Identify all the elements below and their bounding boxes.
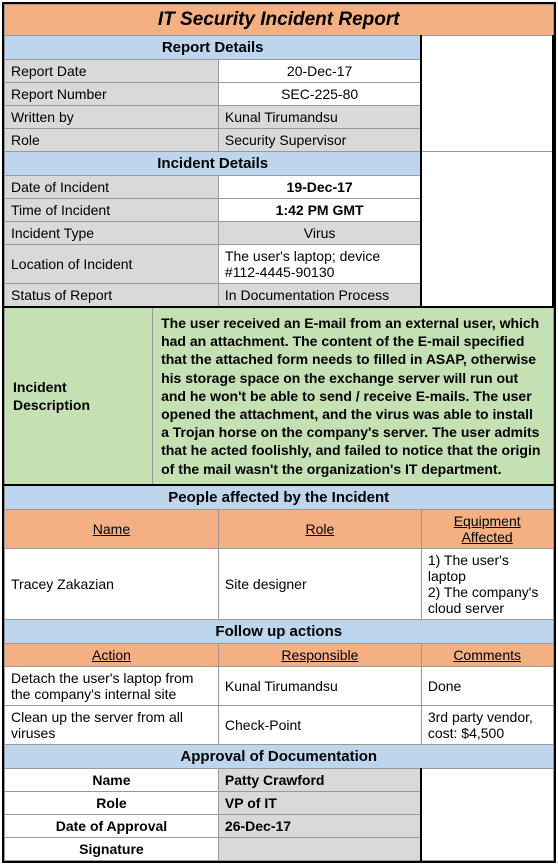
section-header-people: People affected by the Incident bbox=[5, 485, 554, 510]
col-header-comments: Comments bbox=[421, 643, 553, 666]
label-approval-signature: Signature bbox=[5, 837, 219, 860]
section-header-incident-details: Incident Details bbox=[5, 152, 422, 176]
action-row: Clean up the server from all viruses Che… bbox=[5, 705, 554, 744]
label-date-of-incident: Date of Incident bbox=[5, 176, 219, 199]
value-status-of-report: In Documentation Process bbox=[218, 284, 421, 308]
people-name: Tracey Zakazian bbox=[5, 548, 219, 619]
label-role: Role bbox=[5, 129, 219, 152]
report-container: IT Security Incident Report Report Detai… bbox=[2, 2, 556, 863]
label-approval-role: Role bbox=[5, 791, 219, 814]
action-responsible: Kunal Tirumandsu bbox=[218, 666, 421, 705]
value-location-of-incident: The user's laptop; device #112-4445-9013… bbox=[218, 245, 421, 284]
value-role: Security Supervisor bbox=[218, 129, 421, 152]
label-approval-date: Date of Approval bbox=[5, 814, 219, 837]
col-header-role: Role bbox=[218, 509, 421, 548]
value-incident-type: Virus bbox=[218, 222, 421, 245]
people-role: Site designer bbox=[218, 548, 421, 619]
label-incident-type: Incident Type bbox=[5, 222, 219, 245]
action-comments: 3rd party vendor, cost: $4,500 bbox=[421, 705, 553, 744]
label-incident-description: Incident Description bbox=[5, 307, 153, 485]
label-approval-name: Name bbox=[5, 768, 219, 791]
col-header-name: Name bbox=[5, 509, 219, 548]
section-header-report-details: Report Details bbox=[5, 36, 422, 60]
col-header-action: Action bbox=[5, 643, 219, 666]
col-header-equip: Equipment Affected bbox=[421, 509, 553, 548]
action-comments: Done bbox=[421, 666, 553, 705]
label-location-of-incident: Location of Incident bbox=[5, 245, 219, 284]
col-header-responsible: Responsible bbox=[218, 643, 421, 666]
value-approval-role: VP of IT bbox=[218, 791, 421, 814]
value-approval-name: Patty Crawford bbox=[218, 768, 421, 791]
value-approval-signature bbox=[218, 837, 421, 860]
label-report-number: Report Number bbox=[5, 83, 219, 106]
value-incident-description: The user received an E-mail from an exte… bbox=[153, 307, 553, 485]
action-text: Clean up the server from all viruses bbox=[5, 705, 219, 744]
label-time-of-incident: Time of Incident bbox=[5, 199, 219, 222]
action-responsible: Check-Point bbox=[218, 705, 421, 744]
value-time-of-incident: 1:42 PM GMT bbox=[218, 199, 421, 222]
blank-area-3 bbox=[421, 768, 553, 860]
action-text: Detach the user's laptop from the compan… bbox=[5, 666, 219, 705]
value-written-by: Kunal Tirumandsu bbox=[218, 106, 421, 129]
section-header-approval: Approval of Documentation bbox=[5, 744, 554, 768]
label-written-by: Written by bbox=[5, 106, 219, 129]
label-report-date: Report Date bbox=[5, 60, 219, 83]
value-approval-date: 26-Dec-17 bbox=[218, 814, 421, 837]
people-equip: 1) The user's laptop 2) The company's cl… bbox=[421, 548, 553, 619]
value-date-of-incident: 19-Dec-17 bbox=[218, 176, 421, 199]
value-report-date: 20-Dec-17 bbox=[218, 60, 421, 83]
label-status-of-report: Status of Report bbox=[5, 284, 219, 308]
blank-area-2 bbox=[421, 152, 553, 308]
people-row: Tracey Zakazian Site designer 1) The use… bbox=[5, 548, 554, 619]
blank-area bbox=[421, 36, 553, 152]
report-title: IT Security Incident Report bbox=[5, 5, 554, 36]
value-report-number: SEC-225-80 bbox=[218, 83, 421, 106]
action-row: Detach the user's laptop from the compan… bbox=[5, 666, 554, 705]
section-header-actions: Follow up actions bbox=[5, 619, 554, 643]
report-table: IT Security Incident Report Report Detai… bbox=[4, 4, 554, 861]
